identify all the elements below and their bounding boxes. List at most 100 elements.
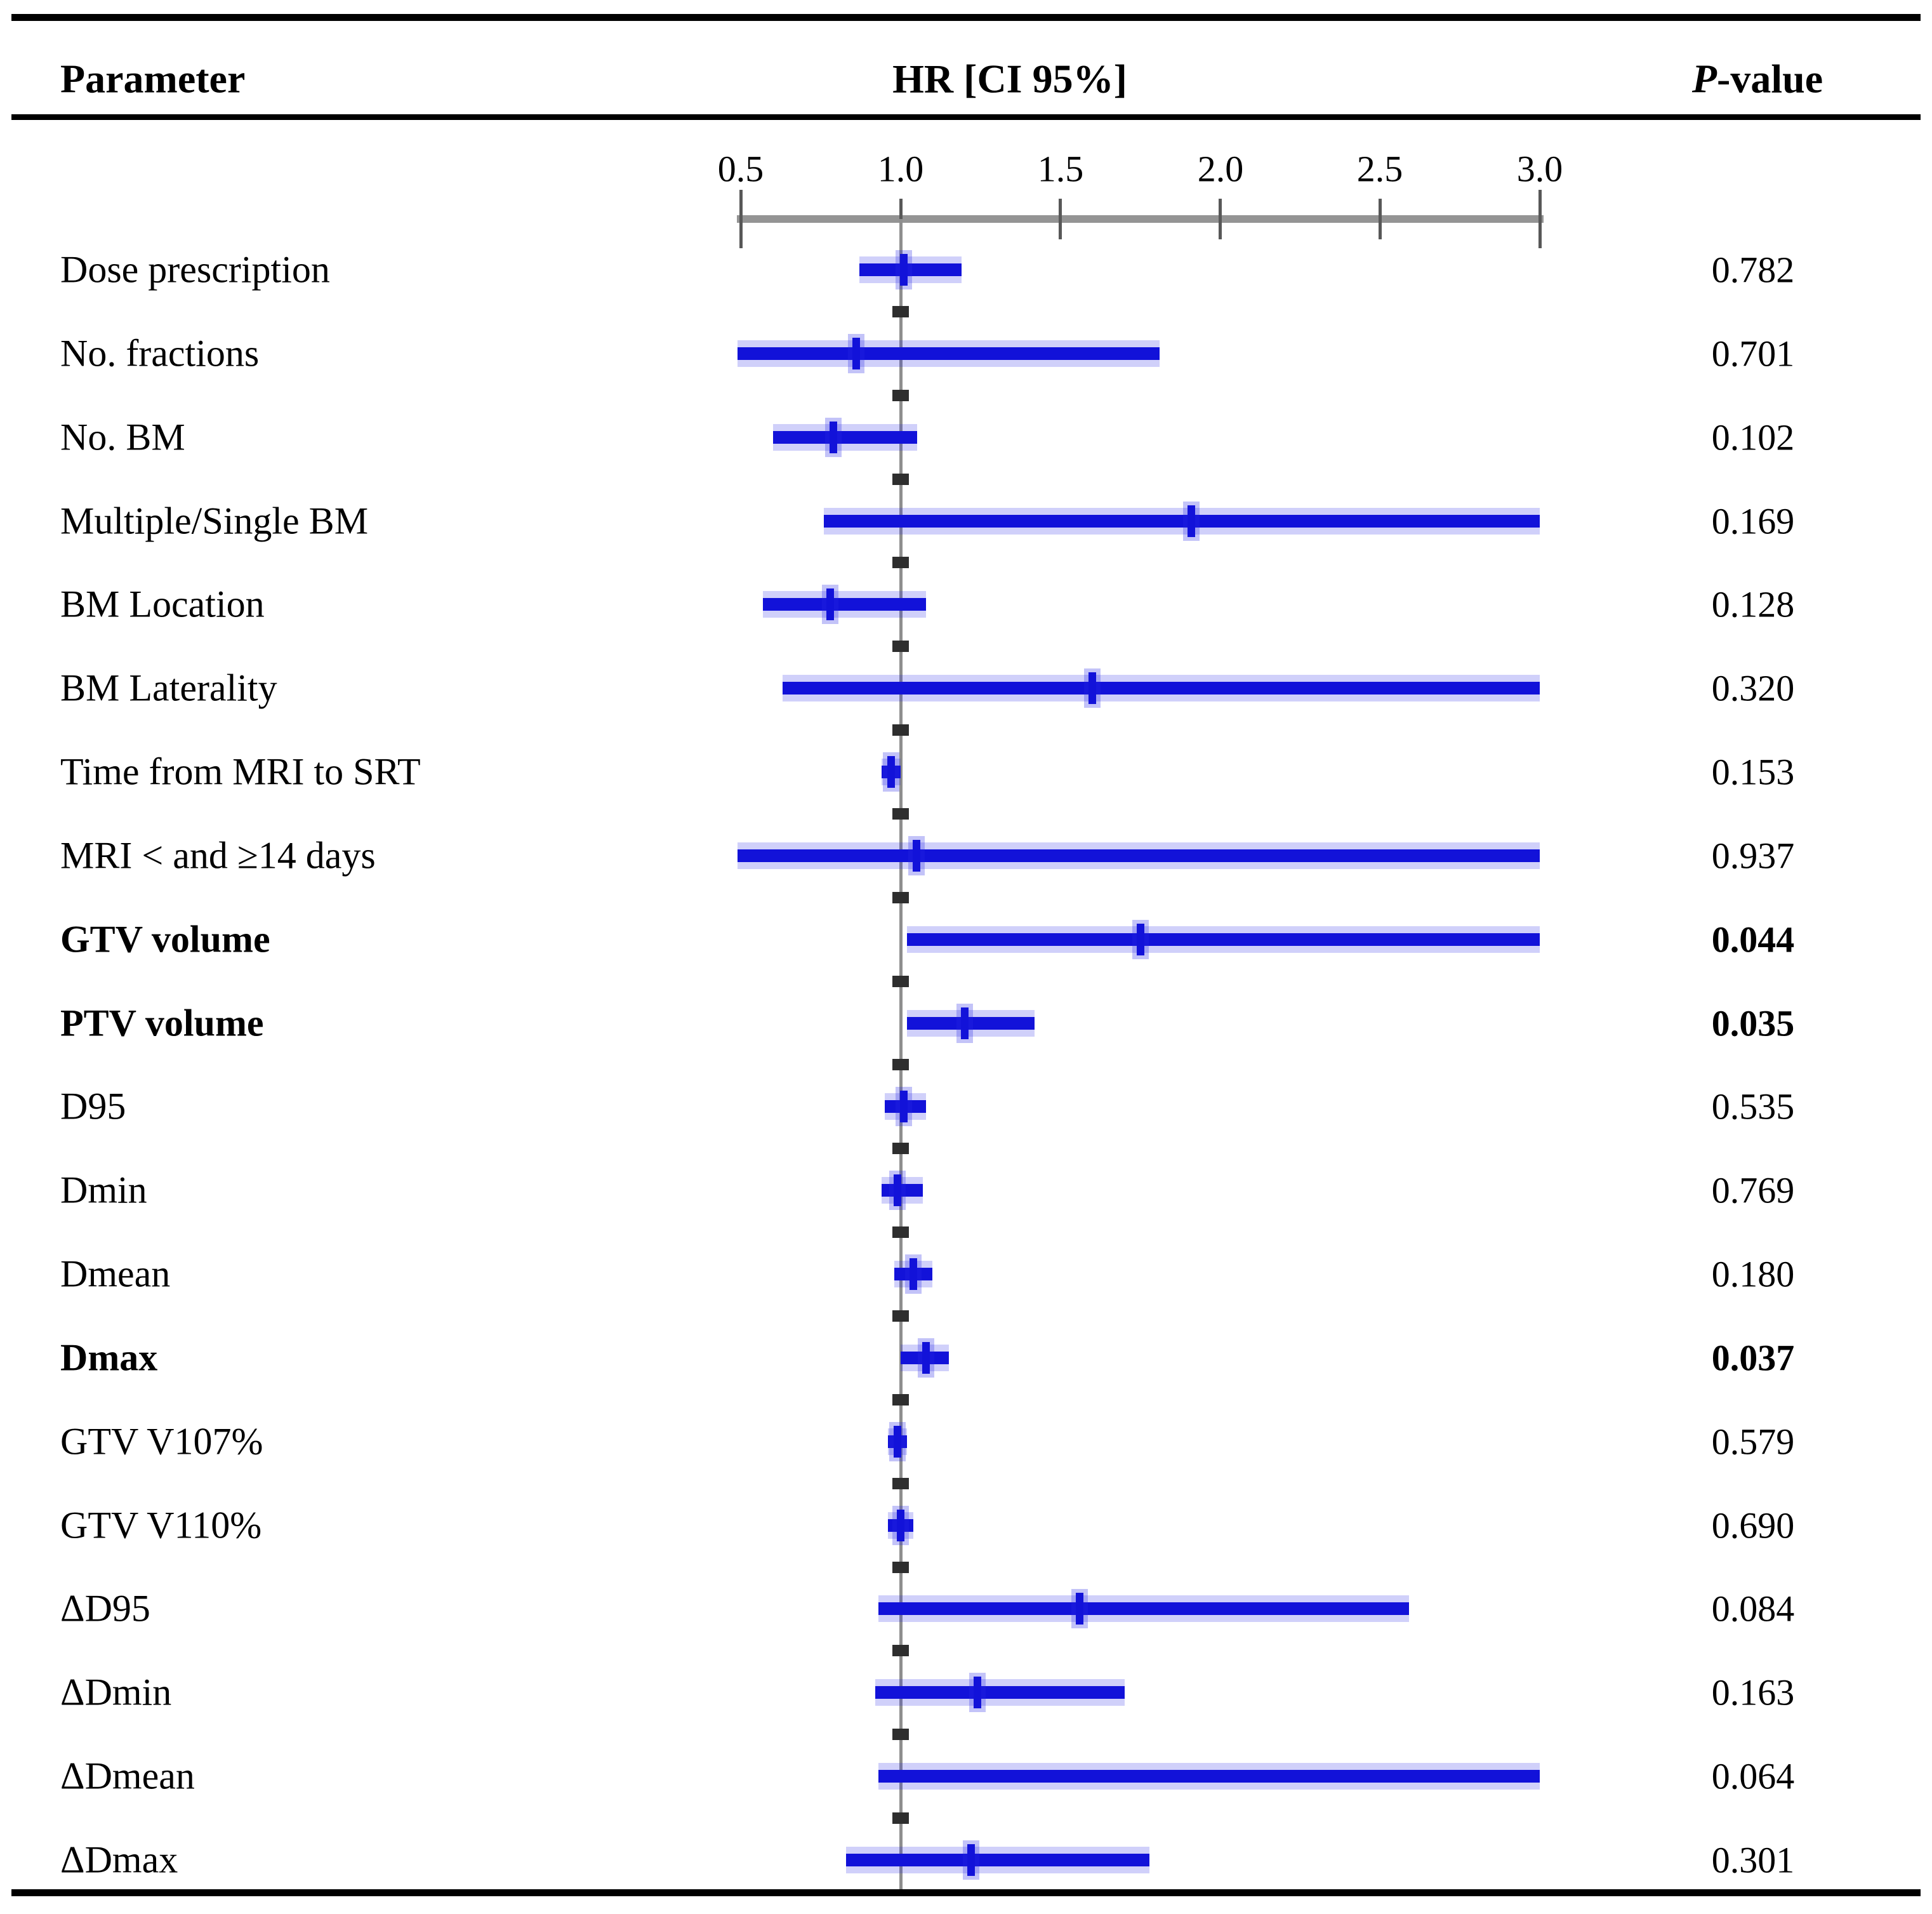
- ci-bar: [783, 682, 1540, 694]
- ci-bar: [738, 347, 1160, 360]
- row-label: ΔDmean: [60, 1755, 195, 1797]
- row-label: Multiple/Single BM: [60, 500, 369, 542]
- p-value: 0.301: [1711, 1839, 1795, 1881]
- rule-bottom: [11, 1889, 1921, 1896]
- ci-bar: [875, 1686, 1125, 1699]
- p-value: 0.044: [1711, 919, 1795, 960]
- hr-marker: [852, 338, 860, 369]
- hr-marker: [1088, 672, 1096, 704]
- row-label: GTV volume: [60, 918, 270, 960]
- axis-tick: [1219, 199, 1222, 239]
- ci-bar: [859, 263, 962, 276]
- rule-header: [11, 114, 1921, 120]
- axis-tick: [1379, 199, 1382, 239]
- hr-marker: [910, 1258, 917, 1290]
- p-value: 0.180: [1711, 1253, 1795, 1295]
- row-label: GTV V110%: [60, 1504, 262, 1546]
- reference-line-dash: [892, 1226, 909, 1238]
- axis-tick-label: 0.5: [717, 148, 764, 190]
- reference-line-dash: [892, 1059, 909, 1070]
- p-value: 0.535: [1711, 1086, 1795, 1127]
- hr-marker: [967, 1844, 975, 1876]
- reference-line-dash: [892, 1394, 909, 1406]
- hr-marker: [887, 756, 895, 788]
- row-label: ΔDmin: [60, 1671, 172, 1713]
- reference-line-dash: [892, 1478, 909, 1489]
- ci-bar: [878, 1602, 1409, 1615]
- p-value: 0.128: [1711, 583, 1795, 625]
- hr-marker: [961, 1007, 969, 1039]
- hr-marker: [900, 1091, 908, 1122]
- row-label: ΔD95: [60, 1587, 150, 1630]
- row-label: D95: [60, 1085, 126, 1127]
- hr-marker: [913, 840, 920, 872]
- p-value: 0.782: [1711, 249, 1795, 291]
- reference-line-dash: [892, 1562, 909, 1573]
- ci-bar: [882, 1184, 923, 1197]
- p-value: 0.163: [1711, 1671, 1795, 1713]
- row-label: Dose prescription: [60, 248, 330, 291]
- reference-line-dash: [892, 390, 909, 401]
- reference-line-dash: [892, 1812, 909, 1824]
- reference-line-dash: [892, 557, 909, 568]
- reference-line-dash: [892, 641, 909, 652]
- ci-bar: [846, 1854, 1149, 1866]
- p-value: 0.320: [1711, 667, 1795, 709]
- ci-bar: [907, 933, 1540, 946]
- ci-bar: [773, 431, 917, 444]
- axis-tick-label: 1.5: [1037, 148, 1084, 190]
- axis-tick-label: 2.0: [1197, 148, 1244, 190]
- axis-tick-label: 2.5: [1356, 148, 1403, 190]
- row-label: No. fractions: [60, 332, 260, 375]
- pvalue-header-italic-p: P: [1691, 56, 1717, 102]
- p-value: 0.084: [1711, 1588, 1795, 1630]
- hr-marker: [830, 422, 837, 453]
- reference-line-dash: [892, 306, 909, 317]
- ci-bar: [738, 849, 1540, 862]
- hr-marker: [1188, 505, 1195, 537]
- axis-tick: [1538, 190, 1542, 248]
- reference-line-dash: [892, 892, 909, 903]
- column-header-hr-ci: HR [CI 95%]: [892, 56, 1127, 102]
- reference-line-dash: [892, 474, 909, 485]
- row-label: ΔDmax: [60, 1838, 178, 1881]
- hr-marker: [894, 1426, 901, 1458]
- row-label: Dmin: [60, 1169, 147, 1211]
- hr-marker: [1137, 924, 1144, 955]
- hr-marker: [897, 1510, 904, 1541]
- row-label: Dmax: [60, 1336, 158, 1379]
- p-value: 0.064: [1711, 1755, 1795, 1797]
- row-label: MRI < and ≥14 days: [60, 834, 376, 877]
- axis-tick-label: 1.0: [877, 148, 924, 190]
- p-value: 0.102: [1711, 416, 1795, 458]
- row-label: Dmean: [60, 1253, 171, 1295]
- column-header-parameter: Parameter: [60, 56, 246, 102]
- axis-tick: [1059, 199, 1062, 239]
- reference-line-hr1: [899, 219, 903, 1889]
- hr-marker: [894, 1174, 901, 1206]
- ci-bar: [907, 1017, 1035, 1030]
- row-label: BM Location: [60, 583, 265, 625]
- p-value: 0.035: [1711, 1002, 1795, 1044]
- reference-line-dash: [892, 1310, 909, 1322]
- reference-line-dash: [892, 1143, 909, 1154]
- row-label: No. BM: [60, 416, 185, 458]
- hr-marker: [1076, 1593, 1083, 1625]
- hr-marker: [922, 1342, 930, 1374]
- p-value: 0.701: [1711, 333, 1795, 375]
- p-value: 0.169: [1711, 500, 1795, 542]
- hr-axis-line: [737, 215, 1544, 223]
- axis-tick: [739, 190, 743, 248]
- reference-line-dash: [892, 1645, 909, 1656]
- reference-line-dash: [892, 724, 909, 736]
- ci-bar: [824, 515, 1540, 528]
- reference-line-dash: [892, 808, 909, 820]
- reference-line-dash: [892, 1729, 909, 1740]
- p-value: 0.690: [1711, 1505, 1795, 1546]
- axis-tick-label: 3.0: [1516, 148, 1563, 190]
- row-label: GTV V107%: [60, 1420, 263, 1463]
- p-value: 0.937: [1711, 835, 1795, 877]
- p-value: 0.579: [1711, 1421, 1795, 1463]
- hr-marker: [900, 254, 908, 286]
- hr-marker: [974, 1677, 981, 1708]
